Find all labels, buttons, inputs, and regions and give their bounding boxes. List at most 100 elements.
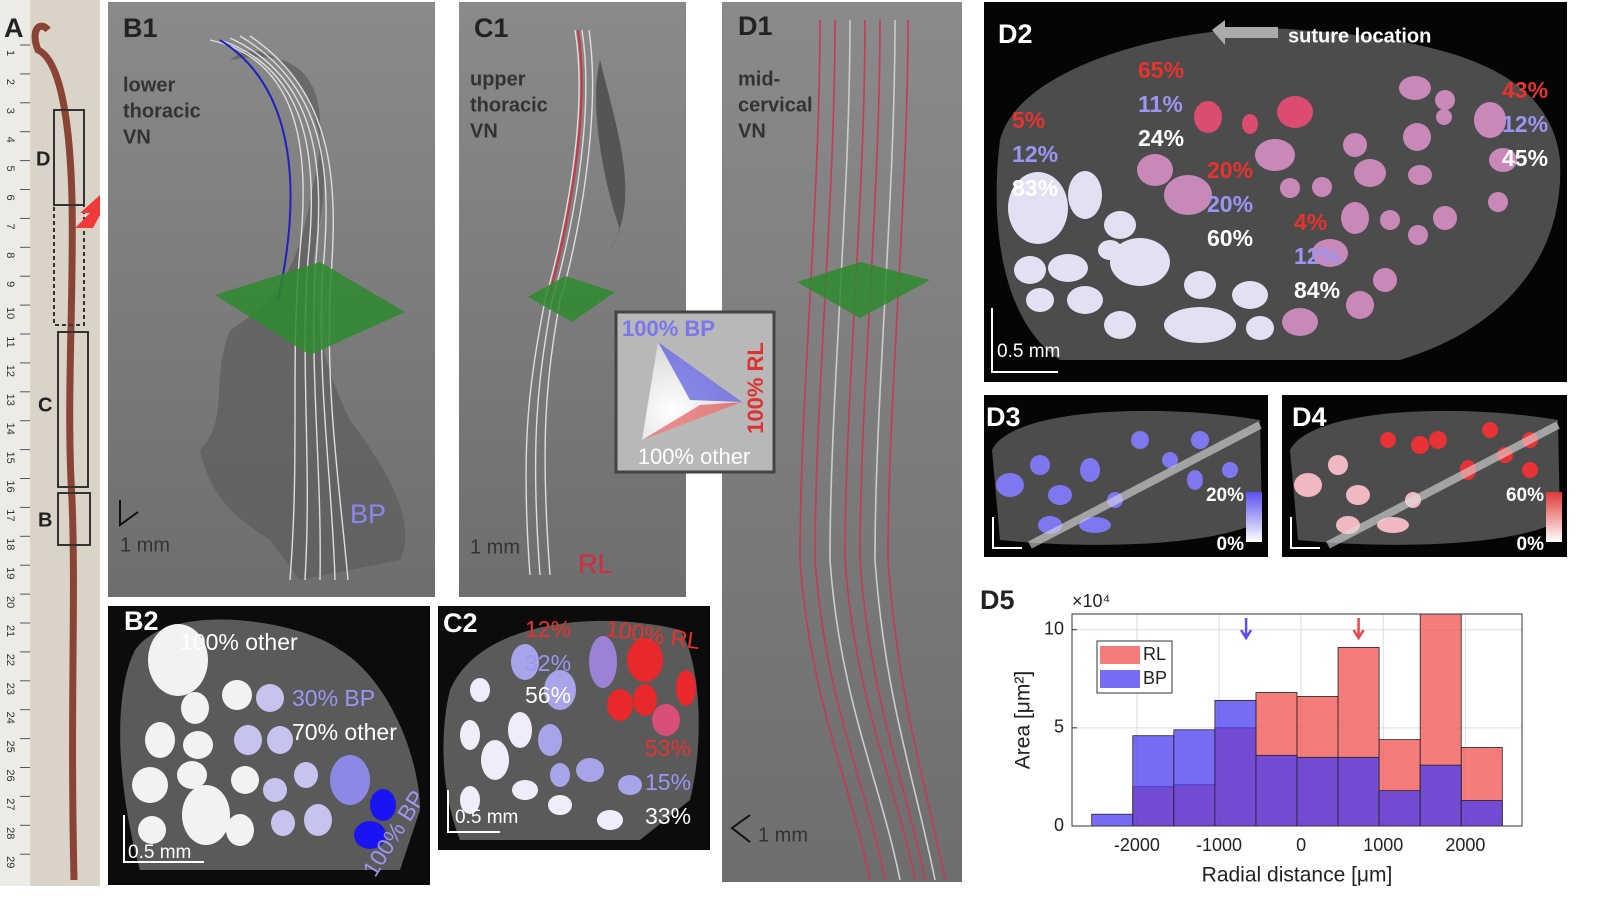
x-tick-label: 0 — [1296, 835, 1306, 855]
annotation: 12% — [1294, 243, 1340, 269]
scale-bar — [992, 517, 1022, 549]
x-tick-label: -1000 — [1196, 835, 1242, 855]
fascicles — [132, 624, 259, 846]
section-line — [1028, 421, 1262, 549]
ruler-label: 19 — [4, 567, 16, 579]
key-label: 100% other — [638, 444, 751, 469]
key-blue — [658, 342, 742, 402]
box-label: C — [38, 394, 52, 416]
bar — [1091, 813, 1134, 827]
scale-label: 0.5 mm — [997, 341, 1060, 362]
y-multiplier: ×10⁴ — [1072, 591, 1110, 611]
y-tick-label: 0 — [1054, 815, 1064, 835]
scale-bar — [1290, 517, 1320, 549]
ruler-label: 23 — [4, 683, 16, 695]
panel-b2: B2 100% other 30% BP 70% other 100% BP 0… — [108, 606, 430, 885]
ruler-label: 27 — [4, 798, 16, 810]
ruler-label: 28 — [4, 827, 16, 839]
box-c — [57, 331, 89, 488]
fascicle — [589, 636, 617, 688]
arrow-label: suture location — [1288, 25, 1431, 47]
tissue — [596, 60, 626, 250]
legend-label: BP — [1143, 668, 1167, 688]
description: VN — [470, 120, 498, 142]
y-tick-label: 10 — [1044, 618, 1064, 638]
axis-glyph — [119, 500, 139, 527]
colorbar-min: 0% — [1217, 534, 1245, 555]
ruler-label: 10 — [4, 307, 16, 319]
panel-label: D3 — [986, 402, 1021, 432]
panel-b1: B1 lower thoracic VN 1 mm BP — [108, 2, 435, 597]
ruler-label: 6 — [4, 194, 16, 200]
annotation: 12% — [1502, 111, 1548, 137]
panel-label: D5 — [980, 585, 1015, 615]
panel-label: D2 — [998, 19, 1033, 49]
colorbar — [1246, 492, 1262, 542]
box-b — [57, 492, 91, 546]
ruler-label: 22 — [4, 654, 16, 666]
annotation: 4% — [1294, 209, 1327, 235]
panel-label: D1 — [738, 11, 773, 41]
scale-label: 1 mm — [470, 536, 520, 558]
description: upper — [470, 68, 526, 90]
fascicles-mixed — [1137, 76, 1517, 336]
fascicle — [354, 821, 386, 849]
annotation: 60% — [1207, 225, 1253, 251]
fascicles — [1008, 171, 1274, 343]
x-tick-label: 2000 — [1445, 835, 1485, 855]
panel-c1: C1 upper thoracic VN 1 mm RL — [459, 2, 686, 597]
marker-arrow — [1352, 618, 1365, 641]
ruler-label: 8 — [4, 252, 16, 258]
colorbar-max: 20% — [1206, 485, 1244, 506]
section — [1290, 410, 1560, 545]
scale-bar — [447, 790, 500, 833]
box-dashed — [53, 204, 85, 326]
ruler-label: 29 — [4, 856, 16, 868]
bar — [1214, 699, 1257, 827]
ruler — [0, 0, 30, 886]
annotation: 5% — [1012, 107, 1045, 133]
annotation: 30% BP — [292, 685, 375, 711]
bar — [1296, 756, 1339, 827]
x-tick-label: -2000 — [1114, 835, 1160, 855]
bar — [1337, 756, 1380, 827]
suture-arrow — [1212, 20, 1278, 45]
description: cervical — [738, 94, 813, 116]
annotation: 11% — [1138, 91, 1183, 117]
fascicle — [652, 704, 680, 736]
fascicle — [676, 670, 696, 706]
axis-glyph — [730, 814, 751, 843]
panel-label: B2 — [124, 606, 159, 636]
description: VN — [738, 120, 766, 142]
annotation: 24% — [1138, 125, 1184, 151]
annotation: 100% other — [180, 629, 298, 655]
scale-label: 0.5 mm — [128, 842, 191, 863]
y-axis-label: Area [μm²] — [1012, 671, 1035, 769]
ruler-label: 12 — [4, 365, 16, 377]
ruler-label: 9 — [4, 281, 16, 287]
color-key: 100% BP 100% RL 100% other — [614, 310, 776, 474]
annotation: 43% — [1502, 77, 1548, 103]
panel-label: C2 — [443, 608, 478, 638]
colorbar-max: 60% — [1506, 485, 1544, 506]
fascicle — [627, 638, 663, 682]
box-label: D — [36, 148, 50, 170]
panel-label: C1 — [474, 13, 509, 43]
annotation: 15% — [645, 769, 691, 795]
annotation: 33% — [645, 803, 691, 829]
section — [992, 410, 1262, 545]
section-line — [1326, 421, 1560, 549]
panel-d4: D4 60% 0% — [1282, 395, 1567, 557]
ruler-label: 25 — [4, 740, 16, 752]
fascicle — [330, 755, 370, 805]
ruler-label: 24 — [4, 712, 16, 724]
annotation: 84% — [1294, 277, 1340, 303]
fascicle — [607, 689, 633, 721]
fascicles — [460, 678, 623, 830]
panel-label: D4 — [1292, 402, 1327, 432]
ruler-label: 16 — [4, 480, 16, 492]
ruler-label: 5 — [4, 166, 16, 172]
scale-bar — [991, 308, 1058, 373]
bar — [1419, 764, 1462, 827]
